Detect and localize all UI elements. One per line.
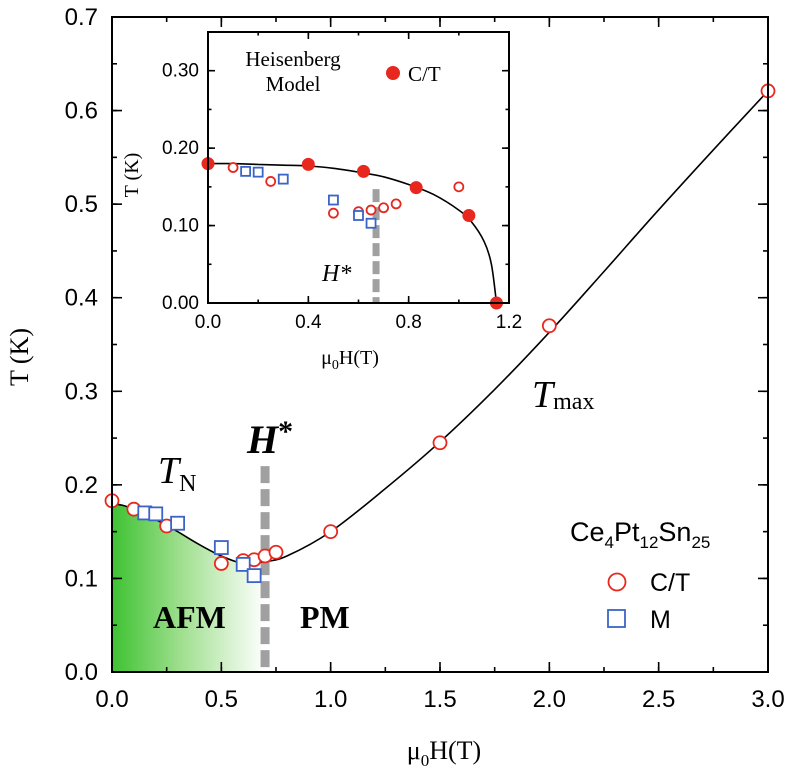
ct-point	[432, 435, 448, 451]
main-x-tick-label: 2.5	[642, 686, 675, 713]
inset-x-tick-label: 0.0	[195, 312, 221, 333]
inset-y-tick-label: 0.10	[162, 216, 199, 237]
m-point	[213, 540, 229, 555]
legend-label-m: M	[650, 606, 671, 634]
inset-m-point	[328, 194, 339, 206]
main-y-tick-label: 0.7	[65, 4, 98, 31]
main-y-tick-label: 0.0	[65, 659, 98, 686]
inset-y-tick-label: 0.20	[162, 138, 199, 159]
ct-point	[268, 544, 284, 560]
inset-ct-point	[227, 162, 239, 173]
inset-x-tick-label: 0.8	[395, 312, 421, 333]
main-y-tick-label: 0.2	[65, 472, 98, 499]
inset-m-point	[252, 166, 264, 178]
m-point	[170, 515, 186, 531]
inset-y-tick-label: 0.00	[162, 293, 199, 314]
legend-marker-circle	[607, 572, 627, 592]
inset-title-line1: Heisenberg	[245, 47, 341, 71]
legend-marker-square	[607, 609, 626, 628]
main-x-axis-label: μ0H(T)	[407, 736, 481, 770]
pm-label: PM	[300, 599, 350, 635]
main-x-tick-label: 3.0	[751, 686, 784, 713]
main-x-tick-label: 0.5	[205, 686, 238, 713]
inset-ct-point	[378, 202, 389, 214]
main-y-tick-label: 0.1	[65, 565, 98, 592]
inset-title-line2: Model	[266, 72, 321, 96]
main-y-tick-label: 0.6	[65, 98, 98, 125]
main-legend: C/T M	[607, 569, 690, 634]
inset-y-axis-label: T (K)	[121, 153, 143, 198]
afm-label: AFM	[153, 599, 226, 635]
m-point	[246, 568, 262, 584]
ct-point	[541, 318, 557, 334]
ct-point	[213, 556, 229, 571]
main-y-axis-label: T (K)	[5, 328, 34, 386]
inset-fit-curve	[207, 162, 498, 304]
tn-label: TN	[158, 450, 196, 497]
inset-hstar-label: H*	[321, 261, 351, 287]
inset-y-tick-label: 0.30	[162, 61, 199, 82]
hstar-label: H*	[246, 415, 293, 462]
main-x-tick-label: 1.5	[423, 686, 456, 713]
inset-m-point	[277, 173, 289, 185]
inset-legend-label: C/T	[408, 62, 441, 86]
main-x-tick-label: 2.0	[533, 686, 566, 713]
main-y-tick-label: 0.5	[65, 191, 98, 218]
ct-point	[323, 524, 339, 540]
inset-ct-point	[365, 204, 377, 216]
inset-ct-point	[390, 198, 402, 210]
inset-axes: 0.0 0.4 0.8 1.2 0.00 0.10 0.20 0.30	[162, 31, 522, 333]
main-x-tick-label: 0.0	[95, 686, 128, 713]
inset-x-tick-label: 0.4	[295, 312, 322, 333]
inset-m-point	[353, 210, 364, 221]
inset-ct-point	[265, 176, 277, 187]
inset-heisenberg-point	[462, 209, 476, 223]
main-y-tick-label: 0.3	[65, 378, 98, 405]
tmax-label: Tmax	[532, 374, 594, 416]
main-axes: 0.0 0.5 1.0 1.5 2.0 2.5 3.0 0.0 0.1 0.2 0.3 0.4 0.5 0…	[65, 4, 785, 713]
main-x-tick-label: 1.0	[314, 686, 347, 713]
inset-heisenberg-point	[357, 164, 371, 178]
afm-region-area	[112, 503, 266, 672]
m-point	[235, 556, 251, 572]
m-point	[148, 506, 164, 522]
compound-formula: Ce4Pt12Sn25	[570, 517, 710, 552]
inset-x-tick-label: 1.2	[496, 312, 522, 333]
inset-data-markers	[201, 157, 503, 310]
inset-fit-curve-path	[207, 162, 498, 304]
inset-ct-point	[328, 207, 339, 219]
afm-region-fill	[112, 503, 266, 672]
inset-ct-point	[453, 181, 465, 193]
inset-heisenberg-point	[409, 181, 423, 195]
inset-m-point	[365, 217, 377, 229]
inset-m-point	[240, 165, 252, 177]
legend-label-ct: C/T	[650, 569, 690, 597]
inset-heisenberg-point	[301, 157, 315, 171]
main-y-tick-label: 0.4	[65, 285, 98, 312]
inset-legend-marker	[386, 66, 400, 80]
inset-x-axis-label: μ0H(T)	[321, 347, 379, 373]
